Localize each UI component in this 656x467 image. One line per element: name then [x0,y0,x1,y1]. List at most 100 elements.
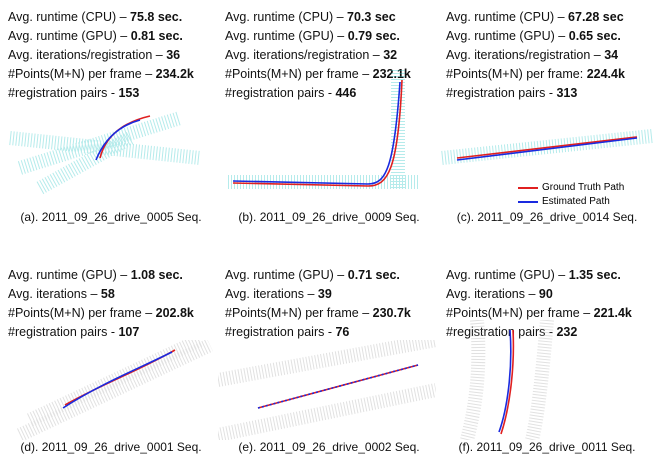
estimated-path [95,119,141,161]
stat-label: #Points(M+N) per frame – [8,67,153,81]
stat-value: 224.4k [586,67,625,81]
point-cloud-image [9,111,201,195]
stat-label: Avg. runtime (CPU) – [446,10,565,24]
ground-truth-path [257,364,419,409]
stat-line: Avg. runtime (GPU) – 0.81 sec. [8,27,194,46]
stat-value: 230.7k [372,306,411,320]
stat-label: #registration pairs - [446,325,553,339]
stat-line: Avg. iterations – 39 [225,285,411,304]
stat-line: #Points(M+N) per frame: 224.4k [446,65,625,84]
stat-value: 1.35 sec. [568,268,621,282]
stat-line: #registration pairs - 446 [225,84,411,103]
stat-line: Avg. iterations/registration – 34 [446,46,625,65]
stat-line: #Points(M+N) per frame – 234.2k [8,65,194,84]
stat-line: #Points(M+N) per frame – 230.7k [225,304,411,323]
point-cloud-image [460,320,554,440]
stats-block: Avg. runtime (GPU) – 1.08 sec. Avg. itera… [8,266,194,342]
caption: (d). 2011_09_26_drive_0001 Seq. [20,440,202,454]
stat-value: 76 [335,325,350,339]
point-cloud [460,320,554,440]
stat-line: Avg. runtime (GPU) – 1.35 sec. [446,266,632,285]
stat-label: #registration pairs - [446,86,553,100]
stat-label: Avg. runtime (GPU) – [446,268,566,282]
stat-label: #registration pairs - [225,86,332,100]
stat-value: 70.3 sec [347,10,396,24]
stat-label: Avg. runtime (GPU) – [225,268,345,282]
point-cloud-image [441,129,653,165]
stat-value: 446 [335,86,357,100]
stat-line: #registration pairs - 232 [446,323,632,342]
stat-line: #registration pairs - 313 [446,84,625,103]
stat-line: Avg. runtime (CPU) – 75.8 sec. [8,8,194,27]
estimated-path [62,351,173,409]
stat-value: 1.08 sec. [130,268,183,282]
stat-line: Avg. iterations – 90 [446,285,632,304]
point-cloud-image [218,340,436,440]
stat-value: 90 [538,287,553,301]
stat-value: 221.4k [593,306,632,320]
stat-label: Avg. iterations/registration – [446,48,601,62]
stats-block: Avg. runtime (CPU) – 75.8 sec. Avg. runti… [8,8,194,103]
estimated-path [456,137,638,161]
stat-value: 0.71 sec. [347,268,400,282]
legend-swatch [518,187,538,189]
stats-block: Avg. runtime (GPU) – 0.71 sec. Avg. itera… [225,266,411,342]
stats-block: Avg. runtime (CPU) – 70.3 sec Avg. runtim… [225,8,411,103]
stat-value: 232.1k [372,67,411,81]
caption: (c). 2011_09_26_drive_0014 Seq. [456,210,638,224]
estimated-path [498,329,512,433]
legend-label: Estimated Path [542,196,610,207]
stat-line: #Points(M+N) per frame – 232.1k [225,65,411,84]
stat-value: 32 [383,48,398,62]
stat-line: Avg. iterations/registration – 36 [8,46,194,65]
stat-label: Avg. iterations – [8,287,98,301]
stat-label: #registration pairs - [8,325,115,339]
stat-value: 202.8k [155,306,194,320]
stat-label: Avg. runtime (GPU) – [225,29,345,43]
stat-line: #registration pairs - 76 [225,323,411,342]
stat-value: 36 [166,48,181,62]
stat-line: #registration pairs - 153 [8,84,194,103]
stat-line: #Points(M+N) per frame – 221.4k [446,304,632,323]
stat-line: Avg. runtime (CPU) – 70.3 sec [225,8,411,27]
stat-value: 67.28 sec [568,10,624,24]
stat-line: Avg. runtime (GPU) – 0.65 sec. [446,27,625,46]
legend-label: Ground Truth Path [542,182,625,193]
stat-label: Avg. iterations/registration – [8,48,163,62]
stat-label: #Points(M+N) per frame – [225,306,370,320]
point-cloud [9,111,201,195]
stat-label: Avg. iterations/registration – [225,48,380,62]
stat-label: #Points(M+N) per frame: [446,67,584,81]
stat-line: Avg. iterations/registration – 32 [225,46,411,65]
stat-label: Avg. runtime (CPU) – [225,10,344,24]
ground-truth-path [500,329,515,435]
ground-truth-path [456,136,638,159]
stat-value: 313 [556,86,578,100]
stat-label: Avg. runtime (GPU) – [8,268,128,282]
stat-line: Avg. runtime (GPU) – 0.71 sec. [225,266,411,285]
stat-label: Avg. runtime (CPU) – [8,10,127,24]
estimated-path [232,81,401,185]
stat-label: #Points(M+N) per frame – [8,306,153,320]
stat-line: #registration pairs - 107 [8,323,194,342]
point-cloud-image [17,340,213,440]
stat-value: 153 [118,86,140,100]
stat-label: #registration pairs - [8,86,115,100]
stat-value: 234.2k [155,67,194,81]
legend-swatch [518,201,538,203]
stat-label: #registration pairs - [225,325,332,339]
caption: (e). 2011_09_26_drive_0002 Seq. [238,440,420,454]
stat-value: 232 [556,325,578,339]
stat-line: Avg. iterations – 58 [8,285,194,304]
point-cloud [17,340,213,440]
stat-value: 107 [118,325,140,339]
stat-value: 58 [100,287,115,301]
stat-value: 0.65 sec. [568,29,621,43]
point-cloud [218,340,436,440]
caption: (f). 2011_09_26_drive_0011 Seq. [458,440,636,454]
stat-label: Avg. iterations – [446,287,536,301]
ground-truth-path [232,79,403,187]
stat-value: 39 [317,287,332,301]
stat-value: 0.81 sec. [130,29,183,43]
